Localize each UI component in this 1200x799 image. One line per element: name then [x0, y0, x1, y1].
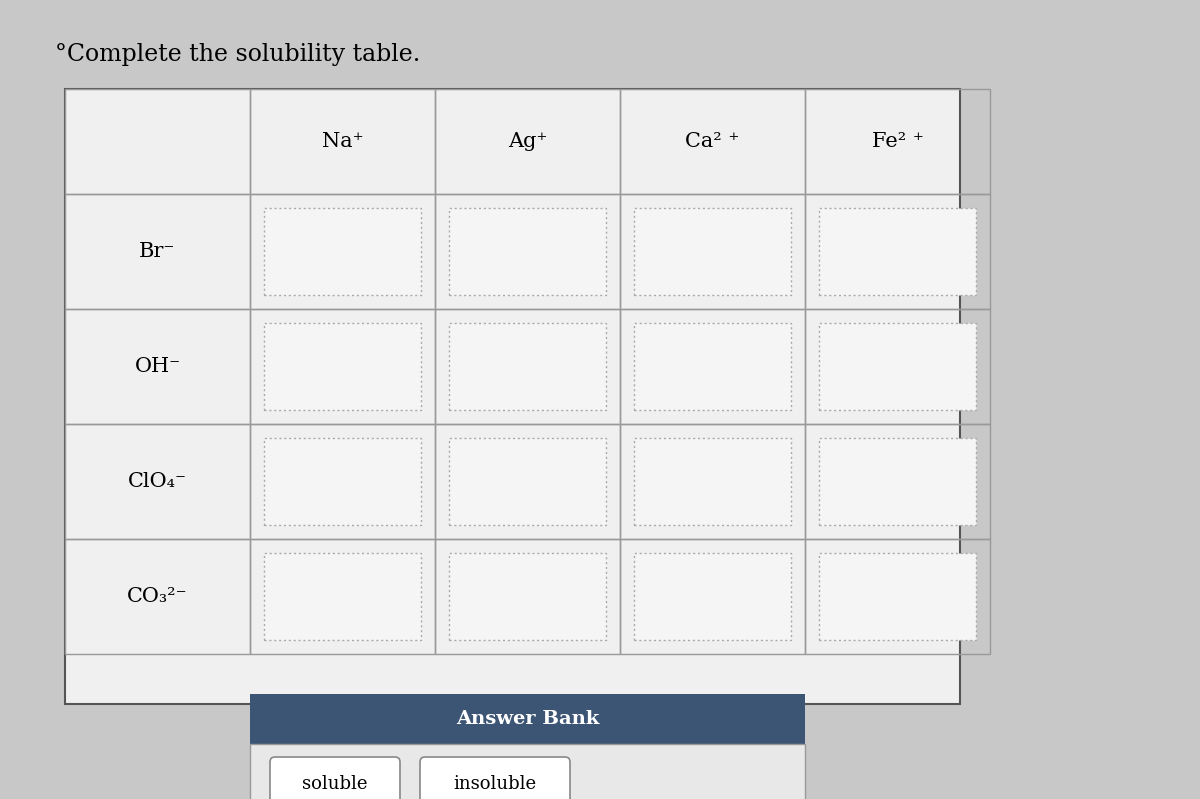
Bar — [436, 89, 620, 194]
Bar — [436, 424, 620, 539]
Text: ClO₄⁻: ClO₄⁻ — [128, 472, 187, 491]
Bar — [620, 424, 805, 539]
Bar — [436, 539, 620, 654]
Bar — [65, 89, 250, 194]
Bar — [620, 194, 805, 309]
Bar — [436, 309, 620, 424]
Bar — [805, 194, 990, 309]
Bar — [250, 89, 436, 194]
Bar — [264, 438, 421, 525]
Bar — [805, 89, 990, 194]
Bar — [250, 694, 805, 744]
Bar — [805, 539, 990, 654]
Bar — [634, 438, 791, 525]
Bar — [818, 323, 976, 410]
Bar — [250, 194, 436, 309]
Bar — [818, 438, 976, 525]
Bar — [634, 553, 791, 640]
Bar — [250, 539, 436, 654]
Bar — [65, 309, 250, 424]
Bar — [65, 194, 250, 309]
Bar — [65, 89, 960, 704]
Text: Br⁻: Br⁻ — [139, 242, 175, 261]
Bar — [449, 323, 606, 410]
Bar — [65, 539, 250, 654]
Bar — [449, 438, 606, 525]
Text: °Complete the solubility table.: °Complete the solubility table. — [55, 42, 420, 66]
Text: soluble: soluble — [302, 775, 367, 793]
Bar — [65, 424, 250, 539]
Bar — [250, 424, 436, 539]
Text: Ca² ⁺: Ca² ⁺ — [685, 132, 739, 151]
Bar — [620, 309, 805, 424]
Bar — [818, 208, 976, 295]
Text: OH⁻: OH⁻ — [134, 357, 180, 376]
Bar — [805, 309, 990, 424]
Bar — [634, 208, 791, 295]
Text: insoluble: insoluble — [454, 775, 536, 793]
Bar — [436, 194, 620, 309]
Text: Fe² ⁺: Fe² ⁺ — [871, 132, 924, 151]
FancyBboxPatch shape — [420, 757, 570, 799]
Bar — [264, 553, 421, 640]
Bar — [818, 553, 976, 640]
Bar — [264, 323, 421, 410]
Bar — [449, 208, 606, 295]
Bar — [634, 323, 791, 410]
Text: Answer Bank: Answer Bank — [456, 710, 599, 728]
Text: CO₃²⁻: CO₃²⁻ — [127, 587, 188, 606]
Bar — [620, 539, 805, 654]
Bar — [264, 208, 421, 295]
FancyBboxPatch shape — [270, 757, 400, 799]
Bar — [250, 744, 805, 799]
Text: Na⁺: Na⁺ — [322, 132, 364, 151]
Bar — [449, 553, 606, 640]
Text: Ag⁺: Ag⁺ — [508, 132, 547, 151]
Bar — [620, 89, 805, 194]
Bar — [250, 309, 436, 424]
Bar — [805, 424, 990, 539]
